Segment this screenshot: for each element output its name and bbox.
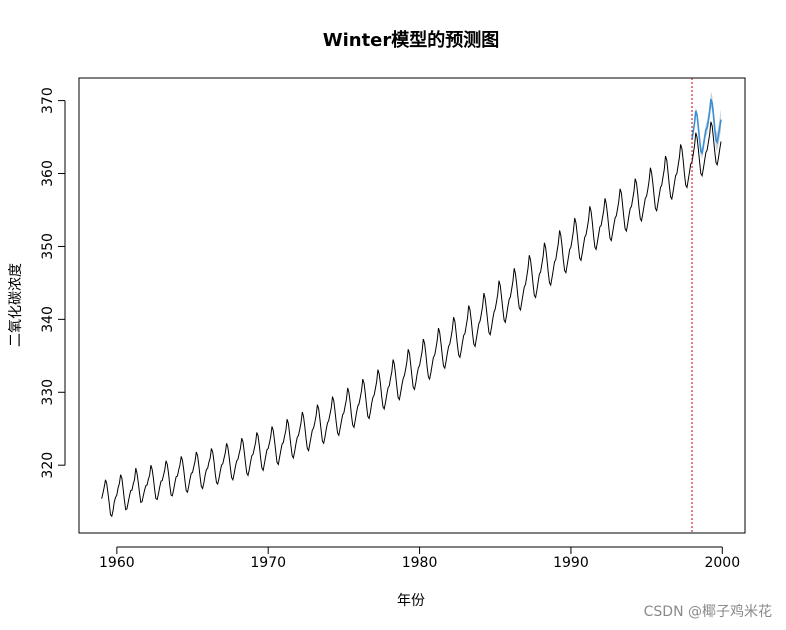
x-tick-label: 1960 bbox=[99, 555, 135, 571]
x-tick-label: 1990 bbox=[553, 555, 589, 571]
y-tick-label: 370 bbox=[40, 87, 56, 114]
x-tick-label: 1980 bbox=[402, 555, 438, 571]
plot-frame bbox=[78, 77, 746, 534]
observed-series-line bbox=[101, 121, 722, 518]
chart-title: Winter模型的预测图 bbox=[323, 29, 500, 51]
y-axis-label: 二氧化碳浓度 bbox=[8, 263, 24, 347]
y-tick-label: 330 bbox=[40, 379, 56, 406]
y-tick-label: 320 bbox=[40, 452, 56, 479]
y-axis: 320 330 340 350 360 370 bbox=[40, 87, 66, 479]
series-layer bbox=[101, 98, 722, 518]
forecast-band-area bbox=[692, 91, 721, 159]
x-tick-label: 2000 bbox=[704, 555, 740, 571]
forecast-series-line bbox=[691, 98, 722, 155]
y-tick-label: 360 bbox=[40, 160, 56, 187]
y-tick-label: 340 bbox=[40, 306, 56, 333]
x-tick-label: 1970 bbox=[250, 555, 286, 571]
watermark: CSDN @椰子鸡米花 bbox=[644, 603, 772, 620]
x-axis: 1960 1970 1980 1990 2000 bbox=[99, 546, 740, 571]
y-tick-label: 350 bbox=[40, 233, 56, 260]
forecast-confidence-band bbox=[692, 91, 721, 159]
x-axis-label: 年份 bbox=[397, 593, 425, 609]
